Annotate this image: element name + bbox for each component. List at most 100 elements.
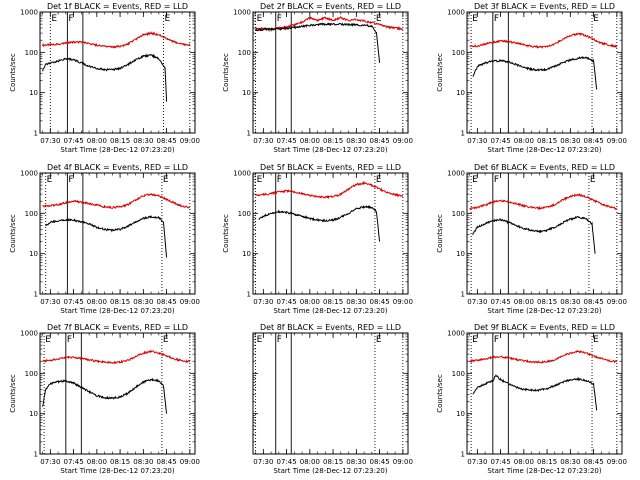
- y-tick-label: 10: [456, 89, 465, 97]
- x-tick-label: 07:30: [467, 298, 487, 306]
- y-tick-label: 10: [456, 250, 465, 258]
- time-marker-label: E: [590, 175, 596, 185]
- x-tick-label: 08:45: [583, 137, 603, 145]
- x-tick-label: 09:00: [180, 298, 200, 306]
- y-tick-label: 1: [34, 451, 38, 459]
- series-line-events: [42, 53, 168, 102]
- panel-8: Det 8f BLACK = Events, RED = LLD 07:30 07:…: [252, 323, 413, 475]
- series-line-events: [255, 22, 381, 63]
- x-tick-label: 09:00: [180, 458, 200, 466]
- y-tick-label: 1000: [447, 170, 465, 178]
- y-tick-label: 1000: [233, 9, 251, 17]
- series-line-events: [472, 374, 598, 411]
- x-tick-label: 08:30: [133, 137, 153, 145]
- x-tick-label: 08:45: [156, 298, 176, 306]
- y-tick-label: 1000: [20, 170, 38, 178]
- y-tick-label: 100: [452, 49, 465, 57]
- x-axis-label: Start Time (28-Dec-12 07:23:20): [487, 146, 601, 154]
- time-marker-label: F: [277, 175, 282, 185]
- x-tick-label: 08:00: [514, 458, 534, 466]
- x-tick-label: 08:00: [300, 137, 320, 145]
- time-marker-label: E: [164, 14, 170, 24]
- series-line-lld: [469, 349, 617, 364]
- time-marker-label: E: [257, 175, 263, 185]
- y-tick-label: 1: [461, 130, 465, 138]
- time-marker-label: E: [163, 335, 169, 345]
- x-tick-label: 07:30: [253, 458, 273, 466]
- time-marker-label: F: [494, 175, 499, 185]
- x-axis-label: Start Time (28-Dec-12 07:23:20): [60, 146, 174, 154]
- time-marker-label: F: [67, 335, 72, 345]
- panel-title: Det 4f BLACK = Events, RED = LLD: [47, 163, 188, 172]
- panel-9: Det 9f BLACK = Events, RED = LLD 1 10 100 10…: [436, 323, 627, 475]
- series-line-events: [258, 204, 381, 242]
- x-tick-label: 09:00: [393, 458, 413, 466]
- x-tick-label: 08:00: [514, 137, 534, 145]
- y-tick-label: 1000: [447, 9, 465, 17]
- time-marker-label: E: [47, 175, 53, 185]
- y-tick-label: 1: [461, 291, 465, 299]
- time-marker-label: E: [593, 335, 599, 345]
- plot-frame: [39, 172, 196, 295]
- x-tick-label: 08:00: [514, 298, 534, 306]
- panel-title: Det 7f BLACK = Events, RED = LLD: [47, 323, 188, 332]
- plot-frame: [466, 11, 623, 134]
- x-tick-label: 07:45: [63, 458, 83, 466]
- y-tick-label: 10: [29, 250, 38, 258]
- x-tick-label: 07:30: [253, 298, 273, 306]
- x-tick-label: 07:45: [490, 137, 510, 145]
- x-tick-label: 08:30: [560, 137, 580, 145]
- time-marker-label: F: [494, 14, 499, 24]
- y-axis-label: Counts/sec: [436, 53, 444, 92]
- series-line-events: [45, 214, 168, 258]
- plot-frame: [466, 172, 623, 295]
- x-tick-label: 08:45: [583, 298, 603, 306]
- x-tick-label: 08:00: [300, 458, 320, 466]
- y-axis-label: Counts/sec: [9, 374, 17, 413]
- series-line-events: [472, 56, 598, 90]
- x-tick-label: 08:15: [537, 298, 557, 306]
- x-tick-label: 07:45: [276, 458, 296, 466]
- y-tick-label: 1: [247, 130, 251, 138]
- time-marker-label: E: [472, 14, 478, 24]
- y-tick-label: 1: [34, 130, 38, 138]
- x-axis-label: Start Time (28-Dec-12 07:23:20): [487, 467, 601, 475]
- time-marker-label: E: [376, 175, 382, 185]
- plot-frame: [39, 11, 196, 134]
- panel-title: Det 2f BLACK = Events, RED = LLD: [260, 2, 401, 11]
- x-tick-label: 07:30: [40, 137, 60, 145]
- time-marker-label: E: [163, 175, 169, 185]
- x-axis-label: Start Time (28-Dec-12 07:23:20): [487, 307, 601, 315]
- x-tick-label: 08:30: [346, 298, 366, 306]
- series-line-lld: [255, 15, 404, 32]
- x-axis-label: Start Time (28-Dec-12 07:23:20): [273, 467, 387, 475]
- time-marker-label: E: [472, 335, 478, 345]
- x-tick-label: 08:15: [110, 458, 130, 466]
- x-tick-label: 07:45: [276, 298, 296, 306]
- series-line-lld: [255, 180, 404, 200]
- time-marker-label: E: [376, 14, 382, 24]
- panel-title: Det 6f BLACK = Events, RED = LLD: [474, 163, 615, 172]
- time-marker-label: E: [51, 14, 57, 24]
- y-tick-label: 100: [238, 49, 251, 57]
- x-axis-label: Start Time (28-Dec-12 07:23:20): [273, 307, 387, 315]
- plot-frame: [252, 172, 409, 295]
- series-line-lld: [469, 192, 617, 211]
- panel-5: Det 5f BLACK = Events, RED = LLD 1 10 100 10…: [222, 163, 413, 315]
- panel-4: Det 4f BLACK = Events, RED = LLD 1 10 100 10…: [9, 163, 200, 315]
- x-axis-label: Start Time (28-Dec-12 07:23:20): [273, 146, 387, 154]
- x-tick-label: 08:30: [133, 458, 153, 466]
- x-tick-label: 09:00: [607, 458, 627, 466]
- x-tick-label: 07:30: [40, 458, 60, 466]
- y-tick-label: 100: [238, 210, 251, 218]
- x-tick-label: 08:30: [560, 458, 580, 466]
- panel-title: Det 8f BLACK = Events, RED = LLD: [260, 323, 401, 332]
- x-tick-label: 09:00: [180, 137, 200, 145]
- x-tick-label: 08:00: [87, 458, 107, 466]
- series-line-lld: [42, 349, 191, 365]
- panel-3: Det 3f BLACK = Events, RED = LLD 1 10 100 10…: [436, 2, 627, 154]
- panel-1: Det 1f BLACK = Events, RED = LLD 1 10 100 10…: [9, 2, 200, 154]
- x-axis-label: Start Time (28-Dec-12 07:23:20): [60, 307, 174, 315]
- plot-frame: [252, 11, 409, 134]
- panel-7: Det 7f BLACK = Events, RED = LLD 1 10 100 10…: [9, 323, 200, 475]
